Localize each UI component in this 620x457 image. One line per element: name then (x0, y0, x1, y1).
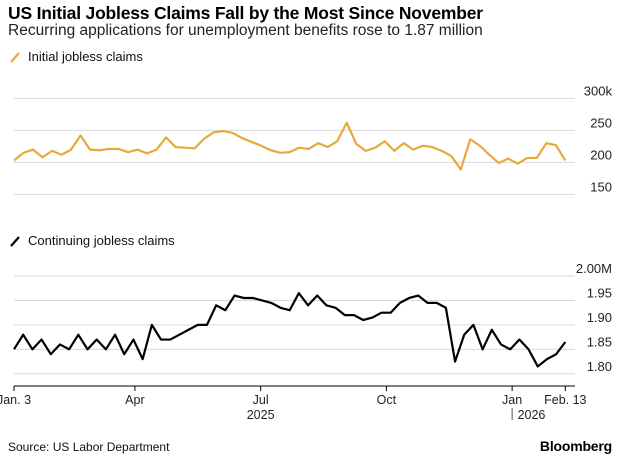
x-tick-label: Feb. 13 (544, 393, 586, 407)
y-tick-label: 300k (584, 83, 613, 98)
y-tick-label: 150 (590, 179, 612, 194)
x-tick-label: Jul (253, 393, 269, 407)
y-tick-label: 1.90 (587, 310, 612, 325)
x-tick-label: Oct (377, 393, 397, 407)
legend-label-initial: Initial jobless claims (28, 49, 143, 64)
x-year-label: 2026 (518, 408, 546, 422)
x-tick-label: Apr (125, 393, 144, 407)
y-tick-label: 250 (590, 115, 612, 130)
legend-label-continuing: Continuing jobless claims (28, 233, 175, 248)
chart-title: US Initial Jobless Claims Fall by the Mo… (8, 3, 483, 23)
y-tick-label: 1.85 (587, 334, 612, 349)
legend-swatch-initial (10, 51, 20, 63)
series-line-continuing-claims (13, 292, 567, 368)
legend-swatch-continuing (10, 235, 20, 247)
legend-continuing-claims: Continuing jobless claims (8, 233, 175, 248)
x-tick-label: Jan (502, 393, 522, 407)
chart-subtitle: Recurring applications for unemployment … (8, 22, 483, 39)
y-tick-label: 1.95 (587, 285, 612, 300)
y-tick-label: 2.00M (576, 261, 612, 276)
source-note: Source: US Labor Department (8, 440, 170, 454)
y-tick-label: 200 (590, 147, 612, 162)
legend-initial-claims: Initial jobless claims (8, 49, 143, 64)
series-line-initial-claims (13, 121, 567, 171)
x-tick-label: Jan. 3 (0, 393, 31, 407)
bloomberg-logo: Bloomberg (539, 438, 612, 454)
y-tick-label: 1.80 (587, 359, 612, 374)
x-year-label: 2025 (247, 408, 275, 422)
